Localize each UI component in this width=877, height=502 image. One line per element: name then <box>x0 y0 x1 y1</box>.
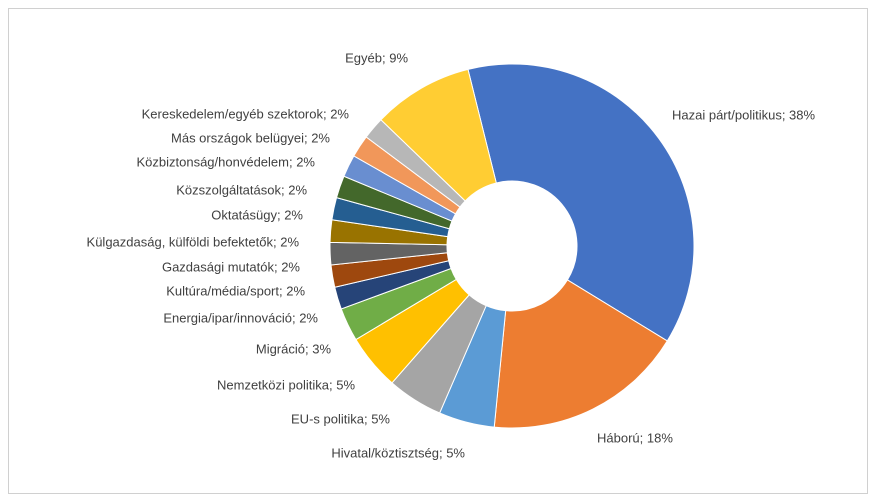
slice-label: Energia/ipar/innováció; 2% <box>163 310 318 325</box>
slice-label: Oktatásügy; 2% <box>211 207 303 222</box>
slice-label: Hazai párt/politikus; 38% <box>672 107 816 122</box>
slice-label: Háború; 18% <box>597 430 673 445</box>
donut-slice <box>493 279 668 429</box>
slice-label: EU-s politika; 5% <box>291 411 390 426</box>
slice-label: Közszolgáltatások; 2% <box>176 182 307 197</box>
slice-label: Hivatal/köztisztség; 5% <box>331 445 465 460</box>
slice-label: Kultúra/média/sport; 2% <box>166 283 305 298</box>
slice-label: Más országok belügyei; 2% <box>171 130 330 145</box>
slice-label: Közbiztonság/honvédelem; 2% <box>136 154 315 169</box>
slice-label: Egyéb; 9% <box>345 50 408 65</box>
donut-slice <box>467 63 695 342</box>
slice-label: Gazdasági mutatók; 2% <box>162 259 300 274</box>
slice-label: Nemzetközi politika; 5% <box>217 377 355 392</box>
slice-label: Külgazdaság, külföldi befektetők; 2% <box>87 234 300 249</box>
donut-slice <box>380 68 497 202</box>
slice-label: Migráció; 3% <box>256 341 332 356</box>
slice-label: Kereskedelem/egyéb szektorok; 2% <box>142 106 350 121</box>
